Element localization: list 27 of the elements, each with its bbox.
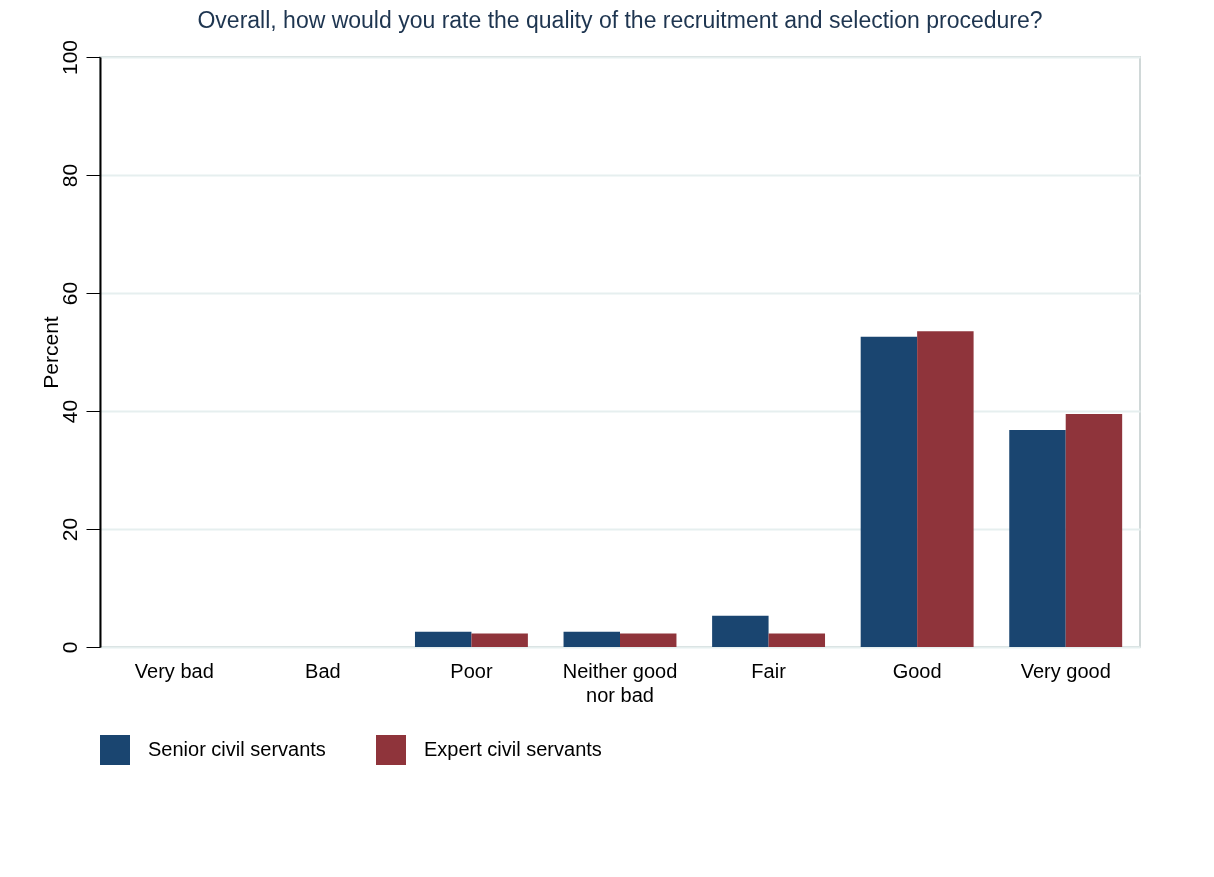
bar bbox=[768, 633, 826, 647]
bar bbox=[917, 331, 974, 647]
bar bbox=[1065, 413, 1123, 647]
bar bbox=[563, 631, 620, 647]
y-tick-label: 60 bbox=[57, 281, 81, 306]
x-tick-label: Very bad bbox=[134, 659, 214, 682]
x-tick-label: Good bbox=[892, 659, 942, 682]
bar bbox=[471, 633, 528, 647]
x-tick-label: Poor bbox=[450, 659, 493, 682]
x-tick-label: Fair bbox=[751, 659, 787, 682]
bar bbox=[712, 615, 769, 647]
y-tick-label: 40 bbox=[57, 399, 81, 424]
bar bbox=[620, 633, 677, 647]
bar bbox=[1009, 429, 1066, 647]
x-tick-label: Very good bbox=[1020, 659, 1111, 682]
bar bbox=[860, 336, 918, 647]
legend-label: Senior civil servants bbox=[148, 738, 326, 760]
y-tick-label: 80 bbox=[57, 163, 81, 188]
y-tick-label: 0 bbox=[57, 641, 81, 654]
y-tick-label: 20 bbox=[57, 517, 81, 542]
x-tick-label: Bad bbox=[305, 659, 341, 682]
bar bbox=[414, 631, 472, 647]
x-tick-label: Neither good nor bad bbox=[562, 659, 678, 706]
chart-title: Overall, how would you rate the quality of the recruitment and selection procedure? bbox=[197, 7, 1043, 34]
y-tick-label: 100 bbox=[57, 39, 81, 76]
y-axis-title: Percent bbox=[38, 316, 62, 389]
legend-label: Expert civil servants bbox=[424, 738, 602, 760]
